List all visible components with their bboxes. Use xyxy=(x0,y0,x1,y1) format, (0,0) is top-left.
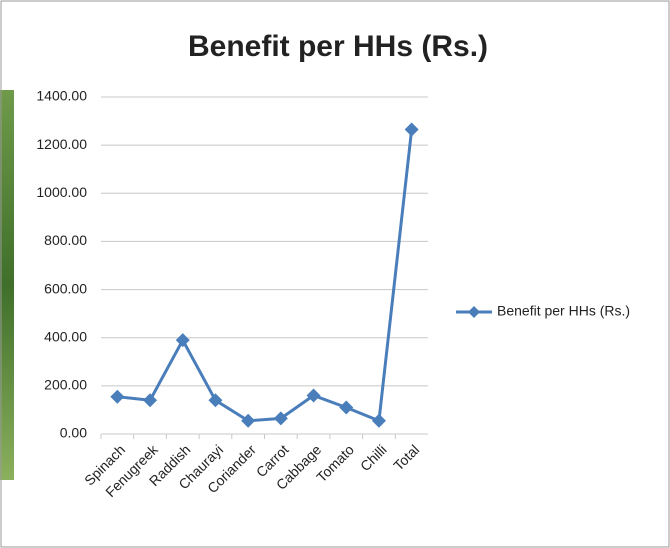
y-tick-label: 800.00 xyxy=(44,232,87,248)
point xyxy=(273,411,288,426)
point xyxy=(241,413,256,428)
point xyxy=(208,393,223,408)
y-tick-label: 1000.00 xyxy=(36,184,87,200)
point xyxy=(110,389,125,404)
legend-label: Benefit per HHs (Rs.) xyxy=(497,303,630,319)
y-tick-label: 1400.00 xyxy=(36,88,87,104)
chart-title: Benefit per HHs (Rs.) xyxy=(188,30,488,63)
series-line xyxy=(117,129,414,423)
y-tick-label: 0.00 xyxy=(60,425,87,441)
point xyxy=(175,333,190,348)
y-tick-label: 400.00 xyxy=(44,328,87,344)
point xyxy=(371,413,386,428)
point xyxy=(339,400,354,415)
point xyxy=(306,388,321,403)
point xyxy=(404,122,419,137)
y-tick-label: 1200.00 xyxy=(36,136,87,152)
legend-marker xyxy=(468,306,480,318)
photo-edge xyxy=(0,90,14,480)
y-tick-label: 600.00 xyxy=(44,280,87,296)
point xyxy=(143,393,158,408)
y-tick-label: 200.00 xyxy=(44,377,87,393)
